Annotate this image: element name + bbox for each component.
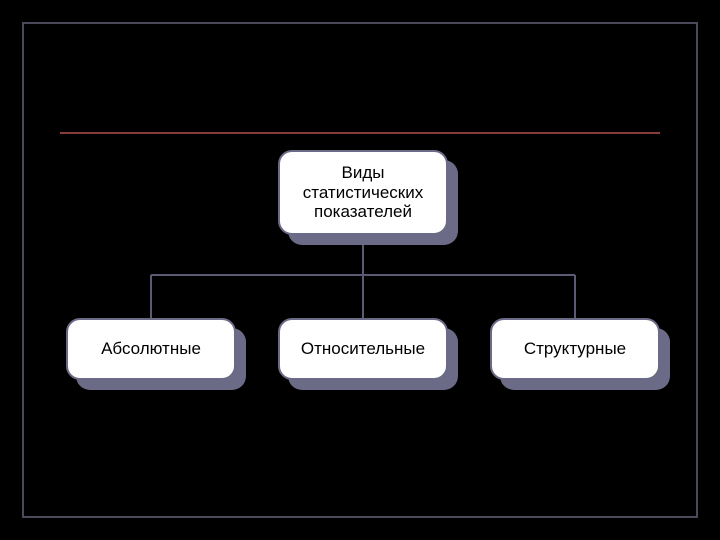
node-body: Абсолютные [66,318,236,380]
slide-frame [22,22,698,518]
child-node: Структурные [490,318,660,380]
child-node: Абсолютные [66,318,236,380]
child-label: Абсолютные [101,339,201,359]
child-label: Структурные [524,339,626,359]
child-label: Относительные [301,339,425,359]
child-node: Относительные [278,318,448,380]
node-body: Относительные [278,318,448,380]
node-body: Виды статистических показателей [278,150,448,235]
connector-line [574,275,576,318]
connector-line [150,275,152,318]
title-underline [60,132,660,134]
root-label: Виды статистических показателей [303,163,424,222]
connector-line [362,275,364,318]
root-node: Виды статистических показателей [278,150,448,235]
node-body: Структурные [490,318,660,380]
